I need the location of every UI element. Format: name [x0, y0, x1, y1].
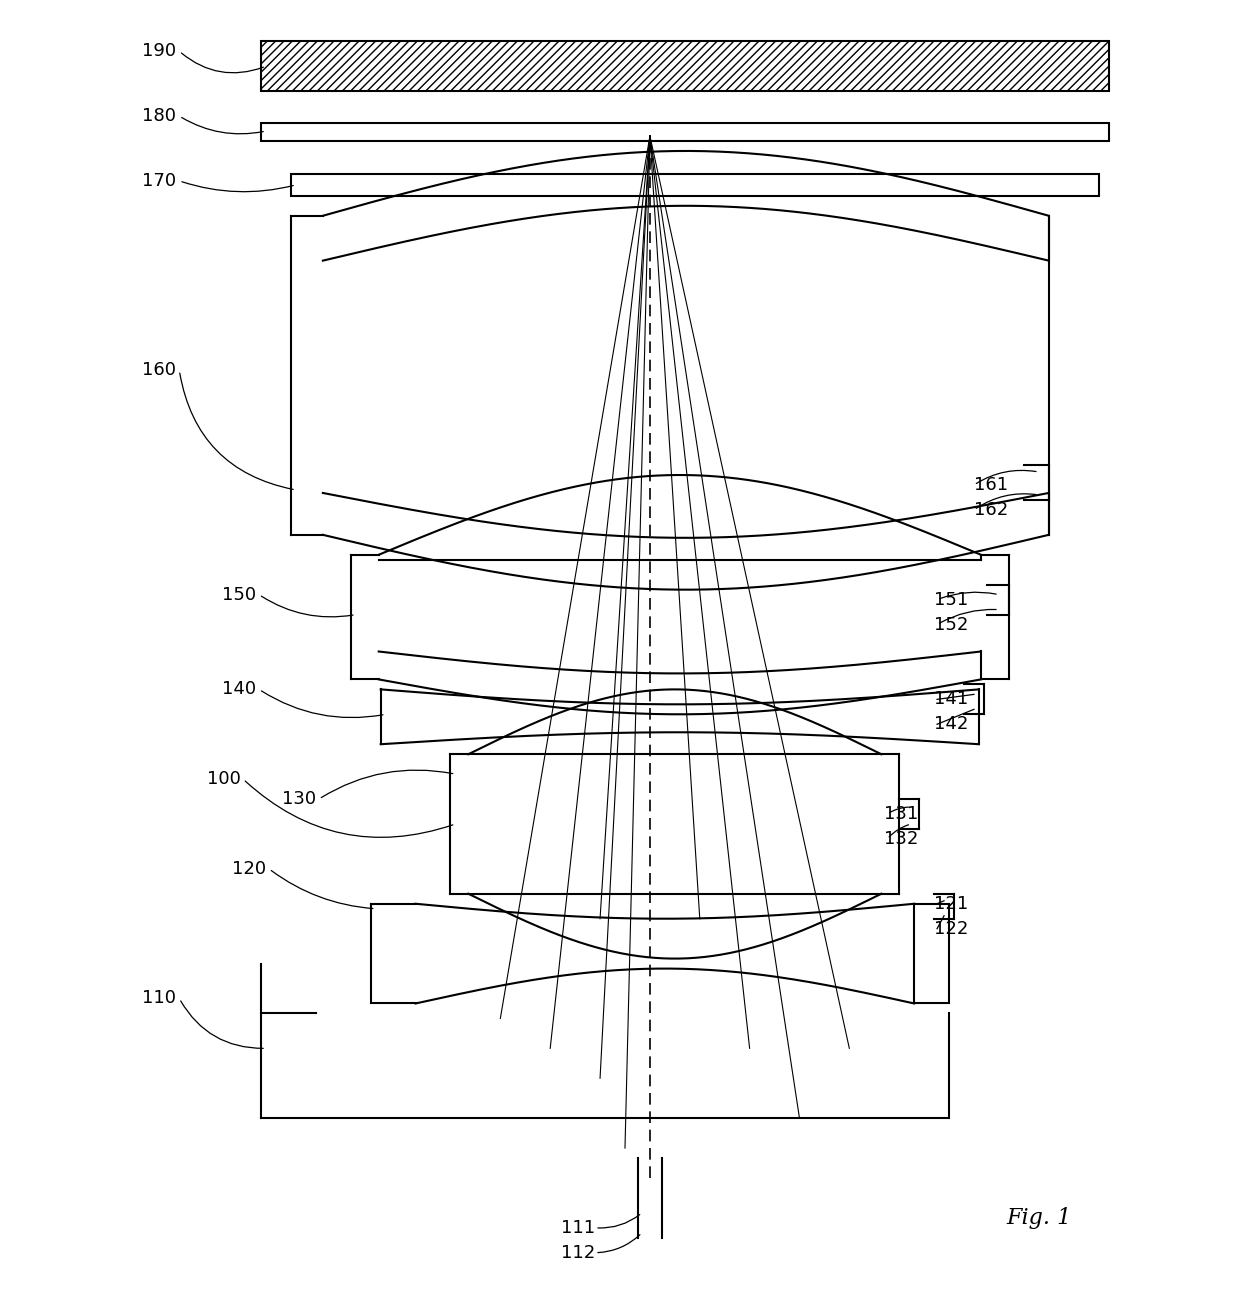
Text: 170: 170: [143, 171, 176, 190]
Text: 132: 132: [884, 830, 919, 848]
Text: 120: 120: [232, 860, 267, 878]
Text: 160: 160: [143, 361, 176, 379]
Text: 131: 131: [884, 805, 919, 824]
Text: 161: 161: [973, 475, 1008, 494]
Text: 122: 122: [934, 920, 968, 938]
Text: 152: 152: [934, 616, 968, 634]
Text: 141: 141: [934, 690, 968, 708]
Bar: [262, 123, 1109, 142]
Text: 150: 150: [222, 586, 257, 604]
Bar: [291, 174, 1099, 196]
Text: 111: 111: [560, 1218, 595, 1237]
Text: 121: 121: [934, 895, 968, 913]
Bar: [262, 42, 1109, 91]
Text: Fig. 1: Fig. 1: [1006, 1207, 1071, 1229]
Text: 100: 100: [207, 770, 241, 788]
Text: 180: 180: [143, 107, 176, 125]
Text: 151: 151: [934, 591, 968, 609]
Text: 162: 162: [973, 501, 1008, 518]
Text: 142: 142: [934, 716, 968, 733]
Text: 110: 110: [143, 990, 176, 1008]
Text: 112: 112: [560, 1243, 595, 1261]
Text: 190: 190: [143, 43, 176, 60]
Text: 140: 140: [222, 681, 257, 699]
Text: 130: 130: [281, 790, 316, 808]
